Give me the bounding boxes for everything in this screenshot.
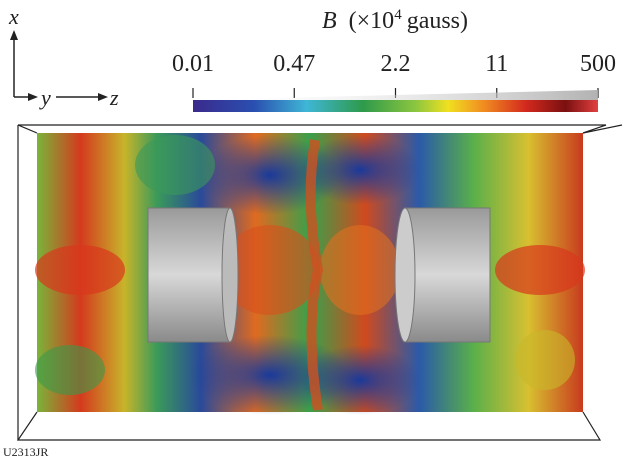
colorbar-labels: 0.01 0.47 2.2 11 500 (172, 51, 616, 98)
figure-id: U2313JR (3, 445, 48, 459)
axis-z-label: z (109, 85, 119, 110)
colorbar-title: B (×104 gauss) (322, 7, 468, 34)
colorbar-label: 2.2 (381, 51, 411, 77)
colorbar-unit-prefix: (×10 (349, 8, 395, 34)
axis-y-label: y (39, 85, 51, 110)
colorbar-unit-suffix: gauss) (407, 8, 468, 34)
colorbar (193, 100, 598, 112)
colorbar-label: 500 (580, 51, 616, 77)
colorbar-label: 11 (485, 51, 508, 77)
axis-x-label: x (8, 4, 19, 29)
colorbar-exponent: 4 (394, 7, 402, 23)
colorbar-label: 0.01 (172, 51, 214, 77)
figure: x y z B (×104 gauss) 0.01 0.47 2.2 11 500 (0, 0, 623, 462)
colorbar-symbol: B (322, 8, 337, 34)
colorbar-label: 0.47 (273, 51, 315, 77)
simulation-render (35, 133, 585, 415)
